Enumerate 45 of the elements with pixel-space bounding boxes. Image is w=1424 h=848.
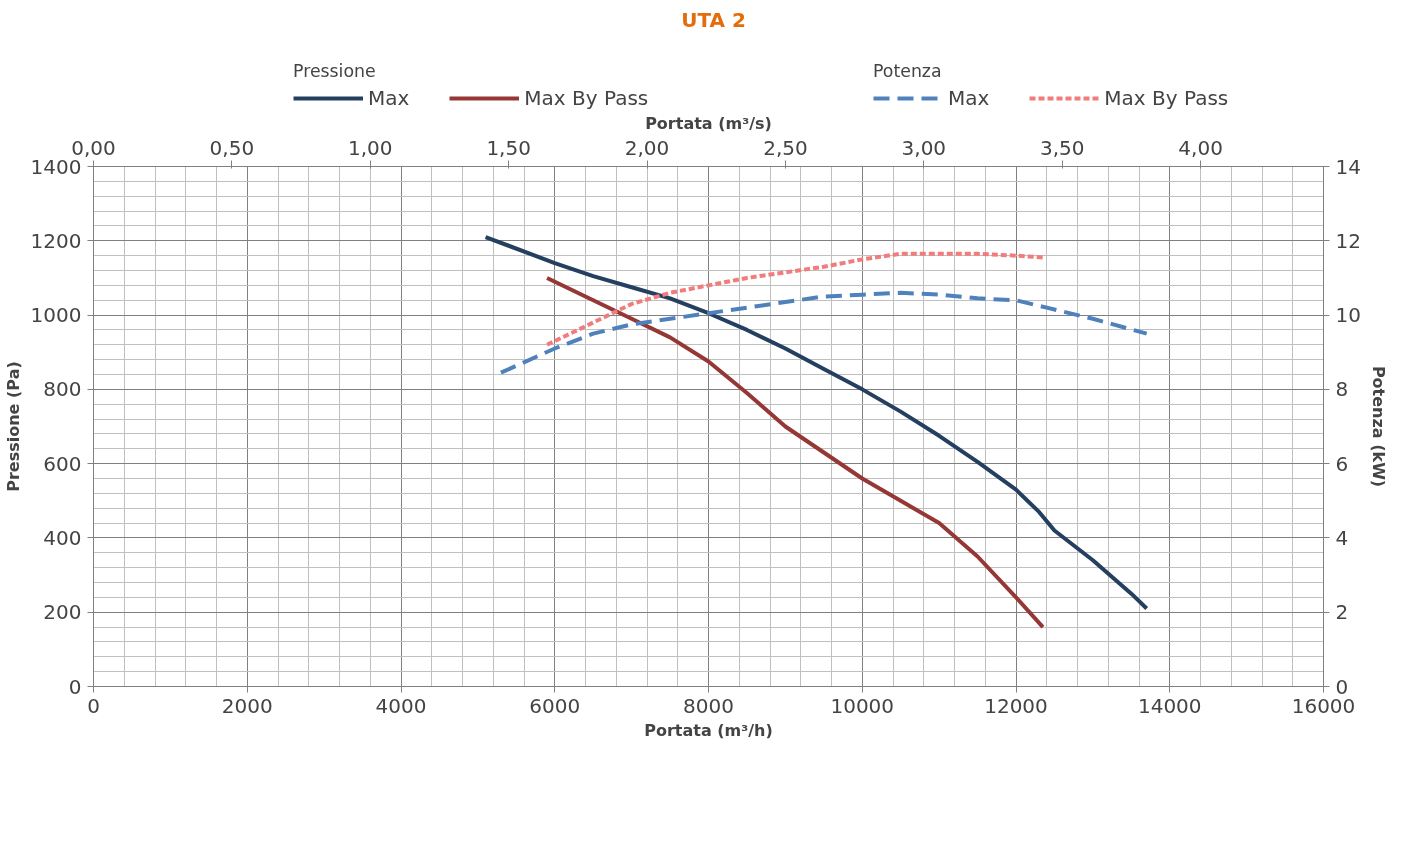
legend-label: Max By Pass	[1104, 86, 1229, 110]
y2-tick-label: 6	[1335, 451, 1349, 476]
y-tick-label: 800	[43, 377, 82, 402]
line-series	[545, 251, 1045, 347]
text: Pressione	[293, 61, 377, 81]
y-tick-label: 0	[68, 674, 82, 699]
x-tick-label: 12000	[984, 693, 1048, 718]
x2-tick-label: 2,50	[763, 135, 808, 160]
x2-tick-label: 1,50	[486, 135, 531, 160]
y2-tick-label: 12	[1335, 228, 1361, 253]
y-tick-label: 1000	[30, 303, 82, 328]
x-tick-label: 0	[87, 693, 100, 718]
x-tick-label: 4000	[375, 693, 427, 718]
x-tick-label: 6000	[529, 693, 581, 718]
y-tick-label: 600	[43, 451, 82, 476]
y2-tick-label: 14	[1335, 154, 1361, 179]
y2-tick-label: 10	[1335, 303, 1361, 328]
x2-tick-label: 2,00	[624, 135, 670, 160]
legend-label: Max By Pass	[524, 86, 649, 110]
x2-tick-label: 0,50	[209, 135, 255, 160]
x-tick-label: 10000	[830, 693, 895, 718]
x2-tick-label: 3,50	[1039, 135, 1085, 160]
y2-tick-label: 4	[1335, 525, 1349, 550]
y2-tick-label: 8	[1335, 377, 1349, 402]
y-tick-label: 400	[43, 525, 82, 550]
x-tick-label: 2000	[221, 693, 273, 718]
line-series	[498, 290, 1149, 375]
legend-label: Max	[368, 86, 410, 110]
x-tick-label: 8000	[683, 693, 734, 718]
text: Potenza	[873, 61, 943, 81]
y2-tick-label: 2	[1335, 600, 1349, 625]
x2-tick-label: 3,00	[901, 135, 947, 160]
line-series	[483, 235, 1149, 611]
x2-tick-label: 4,00	[1178, 135, 1223, 160]
chart-title: UTA 2	[681, 7, 746, 32]
line-series	[545, 275, 1045, 630]
y-tick-label: 1200	[30, 228, 82, 253]
y-tick-label: 200	[43, 600, 82, 625]
x2-tick-label: 1,00	[348, 135, 393, 160]
x-tick-label: 14000	[1137, 693, 1202, 718]
x2-axis-title: Portata (m³/s)	[645, 113, 772, 133]
legend-label: Max	[948, 86, 990, 110]
y-axis-title: Pressione (Pa)	[3, 361, 23, 492]
x-axis-title: Portata (m³/h)	[644, 720, 773, 740]
y2-axis-title: Potenza (kW)	[1368, 365, 1388, 488]
